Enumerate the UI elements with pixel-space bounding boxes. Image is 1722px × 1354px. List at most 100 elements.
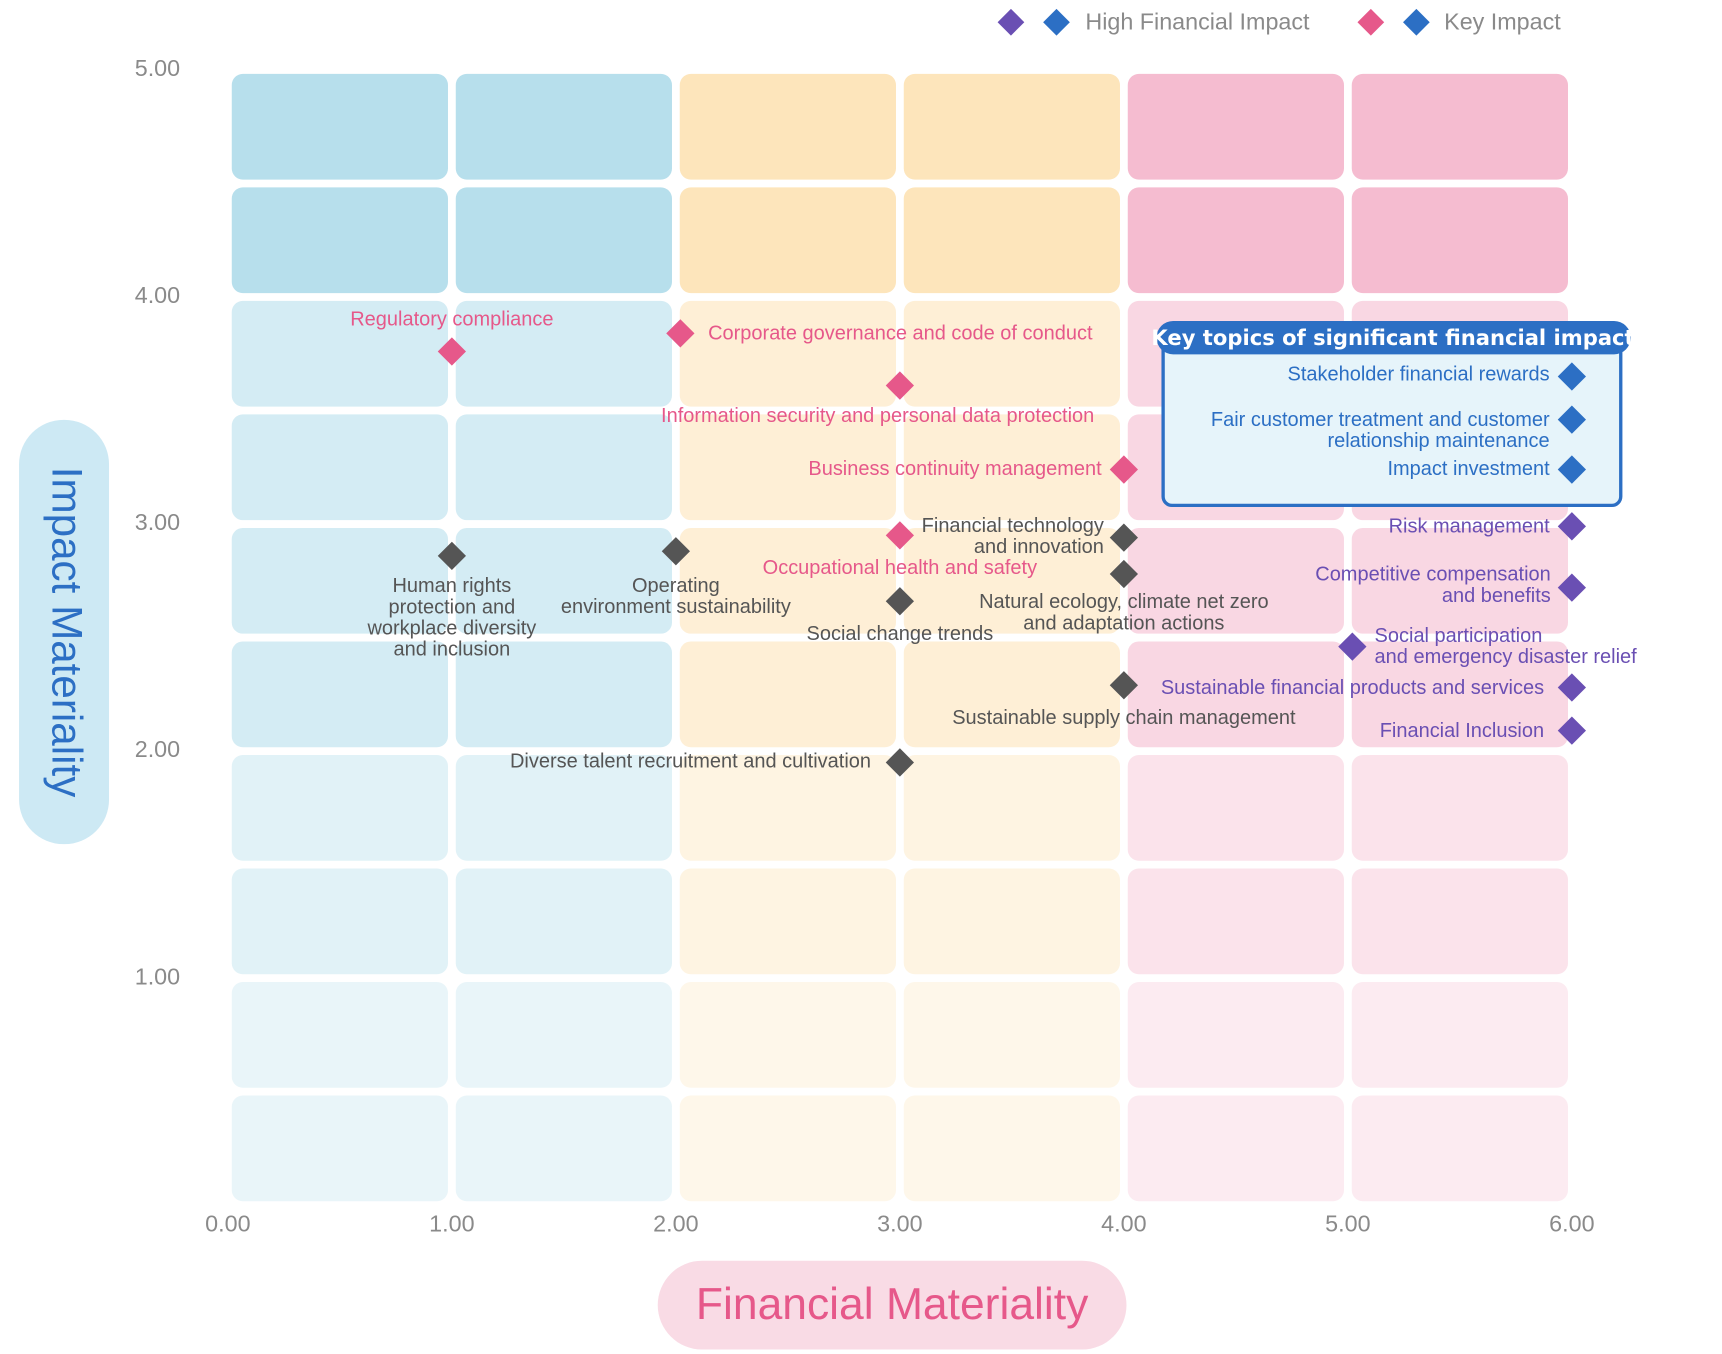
point-label: protection and	[389, 596, 516, 618]
matrix-cell	[1127, 73, 1344, 180]
data-point	[885, 748, 915, 777]
point-label: and adaptation actions	[1023, 612, 1224, 634]
x-tick-label: 0.00	[205, 1210, 250, 1236]
point-label: Business continuity management	[808, 458, 1102, 480]
matrix-cell	[231, 300, 448, 407]
key-topics-header	[1156, 321, 1631, 355]
matrix-cell	[1127, 641, 1344, 748]
matrix-cell	[1351, 868, 1568, 975]
matrix-cell	[1351, 982, 1568, 1088]
y-tick-label: 2.00	[135, 736, 180, 762]
matrix-cell	[903, 1095, 1120, 1202]
matrix-cell	[903, 982, 1120, 1088]
legend-marker	[1357, 8, 1385, 36]
matrix-cell	[679, 187, 896, 294]
matrix-cell	[679, 754, 896, 861]
matrix-cell	[903, 527, 1120, 634]
point-label: Operating	[632, 575, 720, 597]
point-label: Sustainable financial products and servi…	[1161, 677, 1544, 699]
point-label: Stakeholder financial rewards	[1287, 364, 1549, 386]
matrix-cell	[455, 187, 672, 294]
matrix-cell	[455, 982, 672, 1088]
matrix-cell	[903, 414, 1120, 521]
matrix-cell	[903, 641, 1120, 748]
x-tick-label: 5.00	[1325, 1210, 1370, 1236]
point-label: Risk management	[1389, 516, 1551, 538]
point-label: Human rights	[392, 575, 511, 597]
matrix-cell	[231, 868, 448, 975]
legend-marker	[1043, 8, 1070, 36]
data-point	[437, 541, 467, 570]
matrix-cell	[455, 641, 672, 748]
x-axis-title: Financial Materiality	[696, 1280, 1089, 1329]
legend-marker	[1403, 8, 1430, 36]
matrix-cell	[679, 982, 896, 1088]
matrix-cell	[1127, 982, 1344, 1088]
data-point	[1109, 671, 1139, 700]
data-point	[666, 319, 695, 348]
x-axis-pill	[657, 1260, 1127, 1350]
matrix-cell	[231, 982, 448, 1088]
legend-marker	[997, 8, 1025, 36]
x-tick-label: 2.00	[653, 1210, 698, 1236]
key-topics-title: Key topics of significant financial impa…	[1151, 325, 1634, 350]
matrix-cell	[679, 414, 896, 521]
x-tick-label: 1.00	[429, 1210, 474, 1236]
point-label: relationship maintenance	[1327, 430, 1549, 452]
matrix-cell	[455, 1095, 672, 1202]
matrix-cell	[1127, 1095, 1344, 1202]
data-point	[437, 337, 467, 366]
matrix-cell	[903, 868, 1120, 975]
matrix-cell	[455, 414, 672, 521]
matrix-cell	[1127, 187, 1344, 294]
point-label: Regulatory compliance	[350, 309, 553, 331]
matrix-cell	[679, 73, 896, 180]
matrix-cell	[231, 641, 448, 748]
point-label: and inclusion	[394, 639, 511, 661]
point-label: Social participation	[1375, 625, 1543, 647]
matrix-cell	[455, 527, 672, 634]
matrix-cell	[679, 1095, 896, 1202]
matrix-cell	[903, 187, 1120, 294]
matrix-cell	[231, 414, 448, 521]
point-label: Competitive compensation	[1315, 564, 1550, 586]
matrix-cell	[903, 754, 1120, 861]
matrix-cell	[1351, 641, 1568, 748]
point-label: Information security and personal data p…	[661, 405, 1094, 427]
matrix-cell	[679, 641, 896, 748]
matrix-cell	[903, 300, 1120, 407]
point-label: Occupational health and safety	[763, 557, 1037, 579]
matrix-cell	[1127, 527, 1344, 634]
point-label: Sustainable supply chain management	[952, 707, 1296, 729]
legend-label: High Financial Impact	[1085, 8, 1310, 34]
y-axis-pill	[19, 419, 110, 845]
point-label: Financial Inclusion	[1380, 720, 1544, 742]
data-point	[1109, 455, 1139, 484]
y-axis-title: Impact Materiality	[43, 467, 90, 798]
data-point	[885, 587, 915, 616]
matrix-cell	[231, 73, 448, 180]
point-label: and innovation	[974, 536, 1104, 558]
matrix-cell	[231, 1095, 448, 1202]
matrix-cell	[679, 527, 896, 634]
matrix-cell	[1351, 1095, 1568, 1202]
matrix-cell	[231, 754, 448, 861]
matrix-cell	[679, 868, 896, 975]
point-label: environment sustainability	[561, 596, 791, 618]
matrix-cell	[455, 868, 672, 975]
y-tick-label: 4.00	[135, 282, 180, 308]
matrix-cell	[1351, 527, 1568, 634]
matrix-cell	[231, 187, 448, 294]
x-tick-label: 3.00	[877, 1210, 922, 1236]
point-label: Corporate governance and code of conduct	[708, 323, 1093, 345]
point-label: and emergency disaster relief	[1375, 646, 1638, 668]
point-label: Diverse talent recruitment and cultivati…	[510, 751, 871, 773]
data-point	[885, 521, 915, 550]
data-point	[1109, 523, 1139, 552]
y-tick-label: 5.00	[135, 55, 180, 81]
legend-label: Key Impact	[1444, 8, 1561, 34]
x-tick-label: 6.00	[1549, 1210, 1594, 1236]
point-label: Fair customer treatment and customer	[1211, 409, 1550, 431]
matrix-cell	[455, 73, 672, 180]
matrix-cell	[455, 754, 672, 861]
